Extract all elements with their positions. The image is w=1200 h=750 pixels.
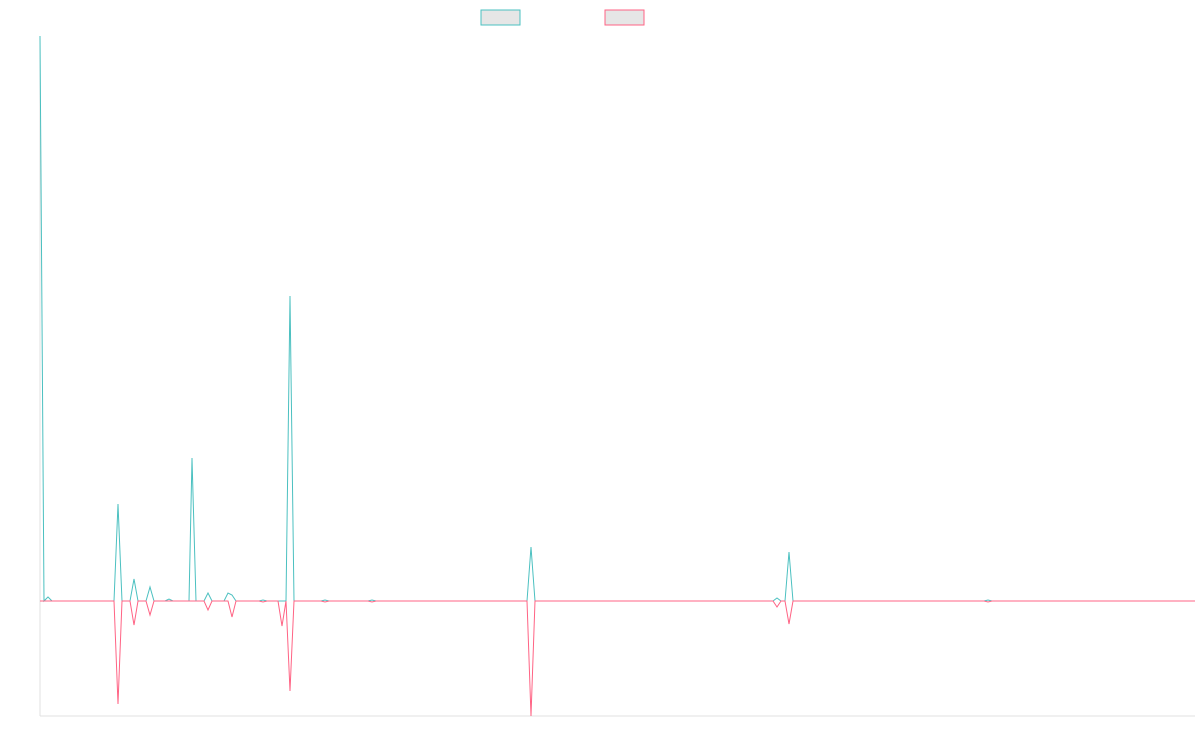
legend	[480, 9, 645, 26]
legend-swatch	[604, 9, 645, 26]
series-line	[39, 35, 1195, 603]
legend-swatch	[480, 9, 521, 26]
series-line	[40, 600, 1195, 717]
